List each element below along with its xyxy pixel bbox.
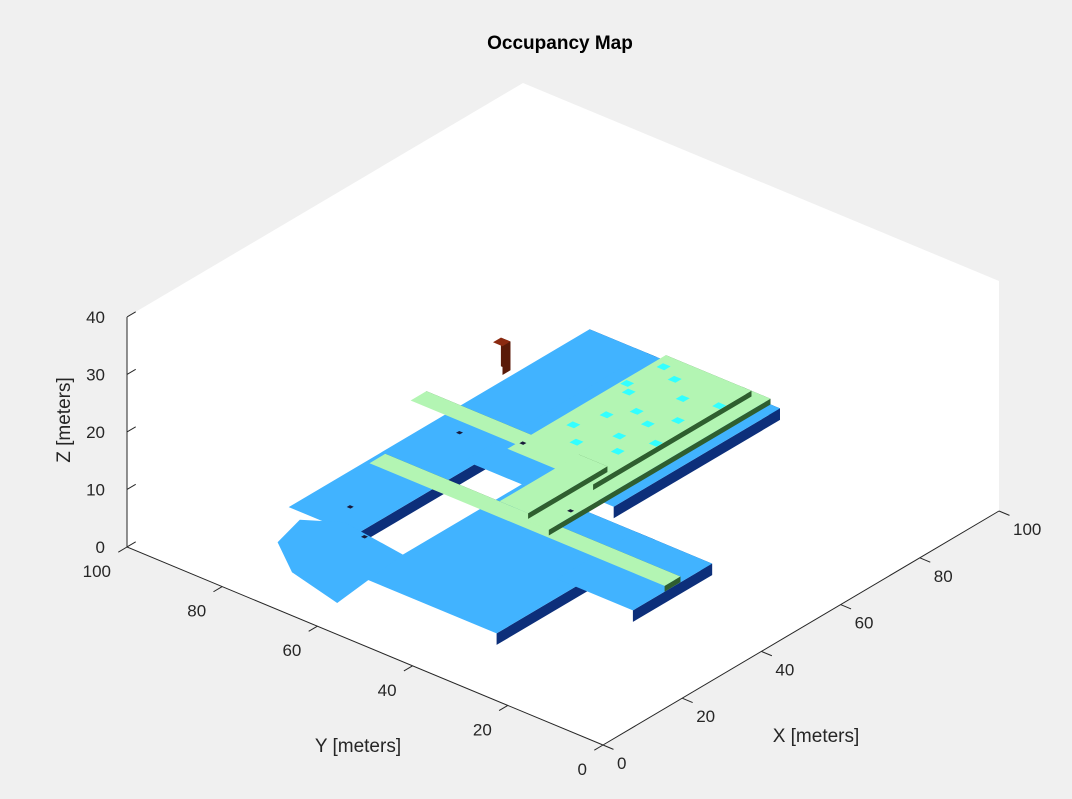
x-tick-label: 40 <box>775 660 794 679</box>
cell-marker <box>712 402 727 410</box>
dark-cell <box>519 441 527 445</box>
y-axis-label: Y [meters] <box>315 736 401 757</box>
y-tick-mark <box>594 744 604 751</box>
dark-cell <box>567 509 575 513</box>
x-tick-label: 60 <box>855 614 874 633</box>
cell-marker <box>671 417 685 424</box>
y-tick-label: 60 <box>282 641 301 660</box>
cell-marker <box>640 420 655 428</box>
walkway-e-front-face <box>528 466 608 519</box>
floor-round-room <box>277 519 403 603</box>
obstacle-block-side-face <box>500 337 511 371</box>
walkway-c-front-face <box>548 398 771 536</box>
y-tick-mark <box>118 546 128 553</box>
cell-marker <box>621 388 636 396</box>
dark-cell <box>346 505 354 509</box>
obstacle-block-top <box>493 337 511 347</box>
z-tick-label: 10 <box>86 481 105 500</box>
x-axis-label: X [meters] <box>773 726 860 747</box>
x-tick-mark <box>840 604 852 610</box>
walkway-d-top <box>507 355 752 485</box>
map-scene <box>277 329 780 645</box>
z-tick-mark <box>126 368 136 375</box>
z-tick-mark <box>126 483 136 490</box>
floor-back-top <box>288 329 657 535</box>
cell-marker <box>656 363 671 371</box>
y-tick-mark <box>403 665 413 672</box>
y-tick-label: 20 <box>473 720 492 739</box>
y-axis-line <box>126 546 604 746</box>
cell-marker <box>629 407 644 415</box>
x-tick-label: 20 <box>696 707 715 726</box>
z-tick-label: 30 <box>86 366 105 385</box>
chart-title: Occupancy Map <box>487 33 633 54</box>
y-tick-mark <box>498 704 509 711</box>
x-tick-mark <box>682 697 693 704</box>
y-tick-label: 40 <box>378 681 397 700</box>
walkway-e-top <box>499 454 608 514</box>
axis-ticks: 0 20 40 60 80 100 0 20 40 60 80 100 0 10 20 30 40 <box>83 308 1042 779</box>
x-axis-line <box>602 510 1000 746</box>
cell-marker <box>648 439 663 447</box>
x-tick-mark <box>602 744 614 750</box>
floor-front-front-face <box>632 563 713 622</box>
z-tick-mark <box>126 311 136 318</box>
z-tick-mark <box>126 541 136 548</box>
cell-marker <box>566 421 581 429</box>
cell-marker <box>610 447 625 455</box>
cell-marker <box>599 411 614 419</box>
y-tick-mark <box>213 586 223 593</box>
x-tick-label: 100 <box>1013 520 1041 539</box>
cell-marker <box>620 380 635 387</box>
y-tick-label: 80 <box>187 602 206 621</box>
cell-marker <box>569 438 584 446</box>
y-tick-label: 0 <box>578 760 587 779</box>
walkway-d-front-face <box>593 390 752 491</box>
z-axis-label: Z [meters] <box>54 377 75 463</box>
x-tick-mark <box>761 650 773 657</box>
floor-lower-right-front-face <box>613 408 780 519</box>
dark-cell <box>361 535 368 539</box>
x-tick-label: 0 <box>617 754 626 773</box>
z-tick-label: 0 <box>96 538 105 557</box>
y-tick-mark <box>308 625 318 632</box>
cell-marker <box>667 375 682 383</box>
dark-cell <box>456 431 463 435</box>
x-tick-label: 80 <box>934 567 953 586</box>
x-tick-mark <box>998 510 1010 516</box>
cell-marker <box>612 432 627 440</box>
cell-marker <box>675 395 690 402</box>
y-tick-label: 100 <box>83 562 111 581</box>
floor-left-top <box>363 484 655 634</box>
z-tick-label: 40 <box>86 308 105 327</box>
z-tick-mark <box>126 426 136 433</box>
z-tick-label: 20 <box>86 423 105 442</box>
x-tick-mark <box>919 557 931 563</box>
